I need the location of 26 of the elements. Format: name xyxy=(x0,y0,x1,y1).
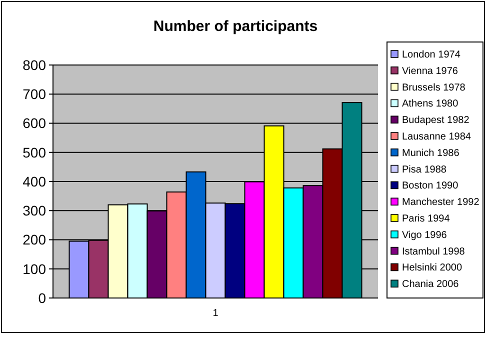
legend-label: Vigo 1996 xyxy=(402,230,448,241)
legend-label: Brussels 1978 xyxy=(402,82,466,94)
legend-label: Munich 1986 xyxy=(402,148,460,159)
y-tick-label: 300 xyxy=(22,202,46,219)
legend-label: Pisa 1988 xyxy=(402,164,447,176)
legend-label: Budapest 1982 xyxy=(402,115,470,126)
y-tick-label: 700 xyxy=(22,86,46,102)
chart-title: Number of participants xyxy=(153,18,318,35)
y-tick-label: 200 xyxy=(22,232,46,248)
y-tick-label: 0 xyxy=(38,290,46,306)
y-tick-label: 400 xyxy=(22,173,46,190)
legend-label: Boston 1990 xyxy=(402,180,459,192)
legend-label: Lausanne 1984 xyxy=(402,132,472,142)
legend-label: Chania 2006 xyxy=(402,279,460,290)
y-tick-label: 800 xyxy=(22,56,46,73)
legend-label: Istambul 1998 xyxy=(402,246,466,258)
legend-label: Vienna 1976 xyxy=(402,66,458,77)
y-tick-label: 500 xyxy=(22,144,46,160)
legend-label: London 1974 xyxy=(402,50,461,60)
legend-label: Athens 1980 xyxy=(402,98,459,110)
legend-label: Helsinki 2000 xyxy=(402,262,462,274)
y-tick-label: 100 xyxy=(22,260,46,277)
legend-label: Manchester 1992 xyxy=(402,197,480,208)
y-tick-label: 600 xyxy=(22,115,46,132)
x-tick-label: 1 xyxy=(212,308,219,319)
legend-label: Paris 1994 xyxy=(402,214,450,224)
